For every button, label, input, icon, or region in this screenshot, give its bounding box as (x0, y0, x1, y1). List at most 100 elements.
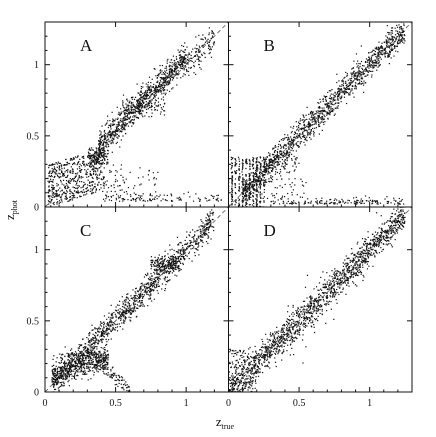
scatter-point (209, 215, 211, 217)
scatter-point (398, 197, 400, 200)
scatter-point (198, 56, 200, 58)
scatter-point (168, 65, 171, 67)
scatter-point (323, 203, 325, 205)
scatter-point (74, 190, 76, 192)
scatter-point (148, 89, 151, 91)
scatter-point (53, 193, 55, 195)
scatter-point (131, 111, 133, 113)
scatter-point (201, 234, 203, 236)
scatter-point (281, 154, 283, 156)
scatter-point (379, 64, 381, 66)
scatter-point (269, 162, 271, 164)
scatter-point (207, 235, 209, 237)
scatter-point (203, 232, 206, 234)
scatter-point (82, 338, 84, 340)
scatter-point (310, 116, 312, 118)
scatter-point (247, 190, 249, 192)
scatter-point (297, 134, 299, 136)
scatter-point (278, 172, 281, 175)
scatter-point (141, 195, 143, 197)
scatter-point (62, 172, 64, 175)
scatter-point (303, 120, 306, 122)
scatter-point (195, 242, 197, 245)
scatter-point (139, 106, 141, 108)
scatter-point (213, 41, 215, 43)
scatter-point (354, 86, 356, 88)
scatter-point (150, 106, 152, 108)
scatter-point (108, 140, 110, 142)
scatter-point (390, 57, 392, 59)
scatter-point (89, 149, 92, 151)
scatter-point (272, 161, 274, 163)
scatter-point (318, 125, 320, 128)
scatter-point (241, 192, 243, 194)
scatter-point (118, 200, 121, 202)
scatter-point (111, 151, 113, 153)
scatter-point (281, 197, 283, 199)
scatter-point (146, 106, 148, 108)
scatter-point (209, 221, 211, 223)
scatter-point (343, 77, 345, 79)
scatter-point (316, 112, 318, 114)
scatter-point (288, 137, 290, 139)
scatter-point (299, 128, 301, 130)
scatter-point (77, 184, 79, 187)
scatter-point (201, 245, 203, 248)
scatter-point (153, 286, 156, 288)
scatter-point (275, 168, 277, 170)
scatter-point (260, 166, 262, 168)
scatter-point (115, 126, 117, 128)
scatter-point (243, 190, 245, 192)
scatter-point (167, 81, 169, 83)
scatter-point (83, 348, 85, 350)
scatter-point (125, 115, 127, 118)
scatter-point (241, 199, 243, 201)
scatter-point (163, 73, 165, 75)
scatter-point (188, 245, 190, 247)
scatter-point (357, 65, 359, 67)
scatter-point (138, 111, 141, 113)
scatter-point (102, 156, 105, 158)
scatter-point (159, 64, 161, 67)
scatter-point (80, 177, 82, 179)
scatter-point (185, 57, 187, 60)
scatter-point (208, 45, 210, 47)
scatter-point (103, 155, 105, 157)
scatter-point (180, 268, 182, 271)
scatter-point (317, 115, 319, 118)
scatter-point (71, 375, 73, 377)
scatter-point (235, 202, 237, 204)
scatter-point (102, 139, 104, 142)
scatter-point (346, 75, 348, 77)
scatter-point (249, 195, 251, 197)
scatter-point (164, 277, 167, 279)
scatter-point (125, 308, 127, 310)
scatter-point (50, 174, 53, 177)
scatter-point (277, 199, 279, 201)
scatter-point (272, 156, 275, 158)
scatter-point (52, 202, 54, 205)
scatter-point (168, 69, 170, 71)
scatter-point (305, 129, 307, 131)
scatter-point (330, 107, 332, 110)
scatter-point (98, 326, 100, 328)
scatter-point (231, 182, 233, 184)
scatter-point (183, 56, 186, 58)
scatter-point (262, 197, 264, 200)
scatter-point (176, 236, 179, 238)
scatter-point (252, 172, 254, 174)
scatter-point (382, 53, 384, 55)
scatter-point (113, 327, 115, 330)
scatter-point (118, 313, 121, 315)
scatter-point (331, 109, 334, 111)
scatter-point (271, 161, 273, 163)
scatter-point (71, 352, 74, 354)
scatter-point (47, 180, 49, 182)
scatter-point (94, 152, 96, 154)
scatter-point (194, 231, 196, 233)
scatter-point (303, 136, 305, 138)
scatter-point (359, 76, 361, 78)
scatter-point (112, 317, 114, 319)
scatter-point (279, 150, 281, 153)
scatter-point (142, 82, 144, 84)
